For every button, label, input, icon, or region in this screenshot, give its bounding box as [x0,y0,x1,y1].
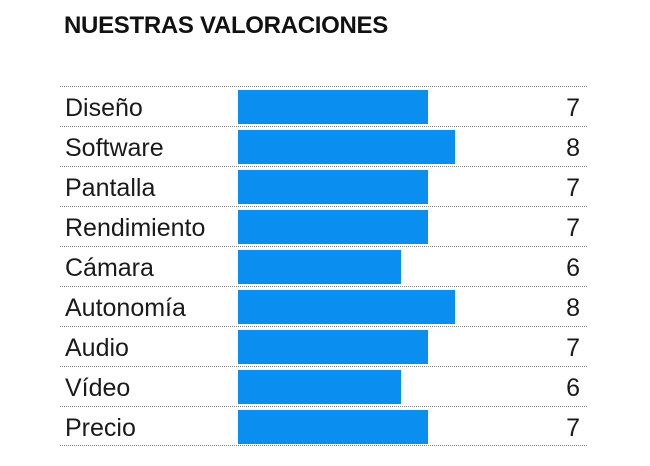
rating-bar [238,410,428,444]
category-label: Diseño [65,94,143,122]
rating-value: 7 [566,414,580,442]
rating-bar [238,170,428,204]
rating-bar [238,130,455,164]
rating-value: 8 [566,294,580,322]
rating-value: 8 [566,134,580,162]
rating-row-camara: Cámara 6 [60,246,587,286]
category-label: Software [65,134,164,162]
rating-value: 7 [566,94,580,122]
rating-value: 7 [566,334,580,362]
chart-title: NUESTRAS VALORACIONES [64,12,388,39]
rating-value: 6 [566,254,580,282]
category-label: Audio [65,334,129,362]
rating-bar [238,330,428,364]
rating-bar [238,210,428,244]
rating-value: 6 [566,374,580,402]
rating-bar [238,250,401,284]
rating-row-diseno: Diseño 7 [60,86,587,126]
rating-bar [238,370,401,404]
category-label: Pantalla [65,174,156,202]
category-label: Rendimiento [65,214,206,242]
category-label: Precio [65,414,136,442]
rating-bar [238,290,455,324]
rating-value: 7 [566,214,580,242]
rating-row-audio: Audio 7 [60,326,587,366]
rating-row-autonomia: Autonomía 8 [60,286,587,326]
category-label: Cámara [65,254,154,282]
rating-value: 7 [566,174,580,202]
rating-row-software: Software 8 [60,126,587,166]
rating-row-pantalla: Pantalla 7 [60,166,587,206]
rating-bar [238,90,428,124]
rating-row-rendimiento: Rendimiento 7 [60,206,587,246]
rating-row-precio: Precio 7 [60,406,587,446]
category-label: Autonomía [65,294,186,322]
ratings-chart: Diseño 7 Software 8 Pantalla 7 Rendimiento 7 Cám… [60,86,587,446]
rating-row-video: Vídeo 6 [60,366,587,406]
category-label: Vídeo [65,374,131,402]
